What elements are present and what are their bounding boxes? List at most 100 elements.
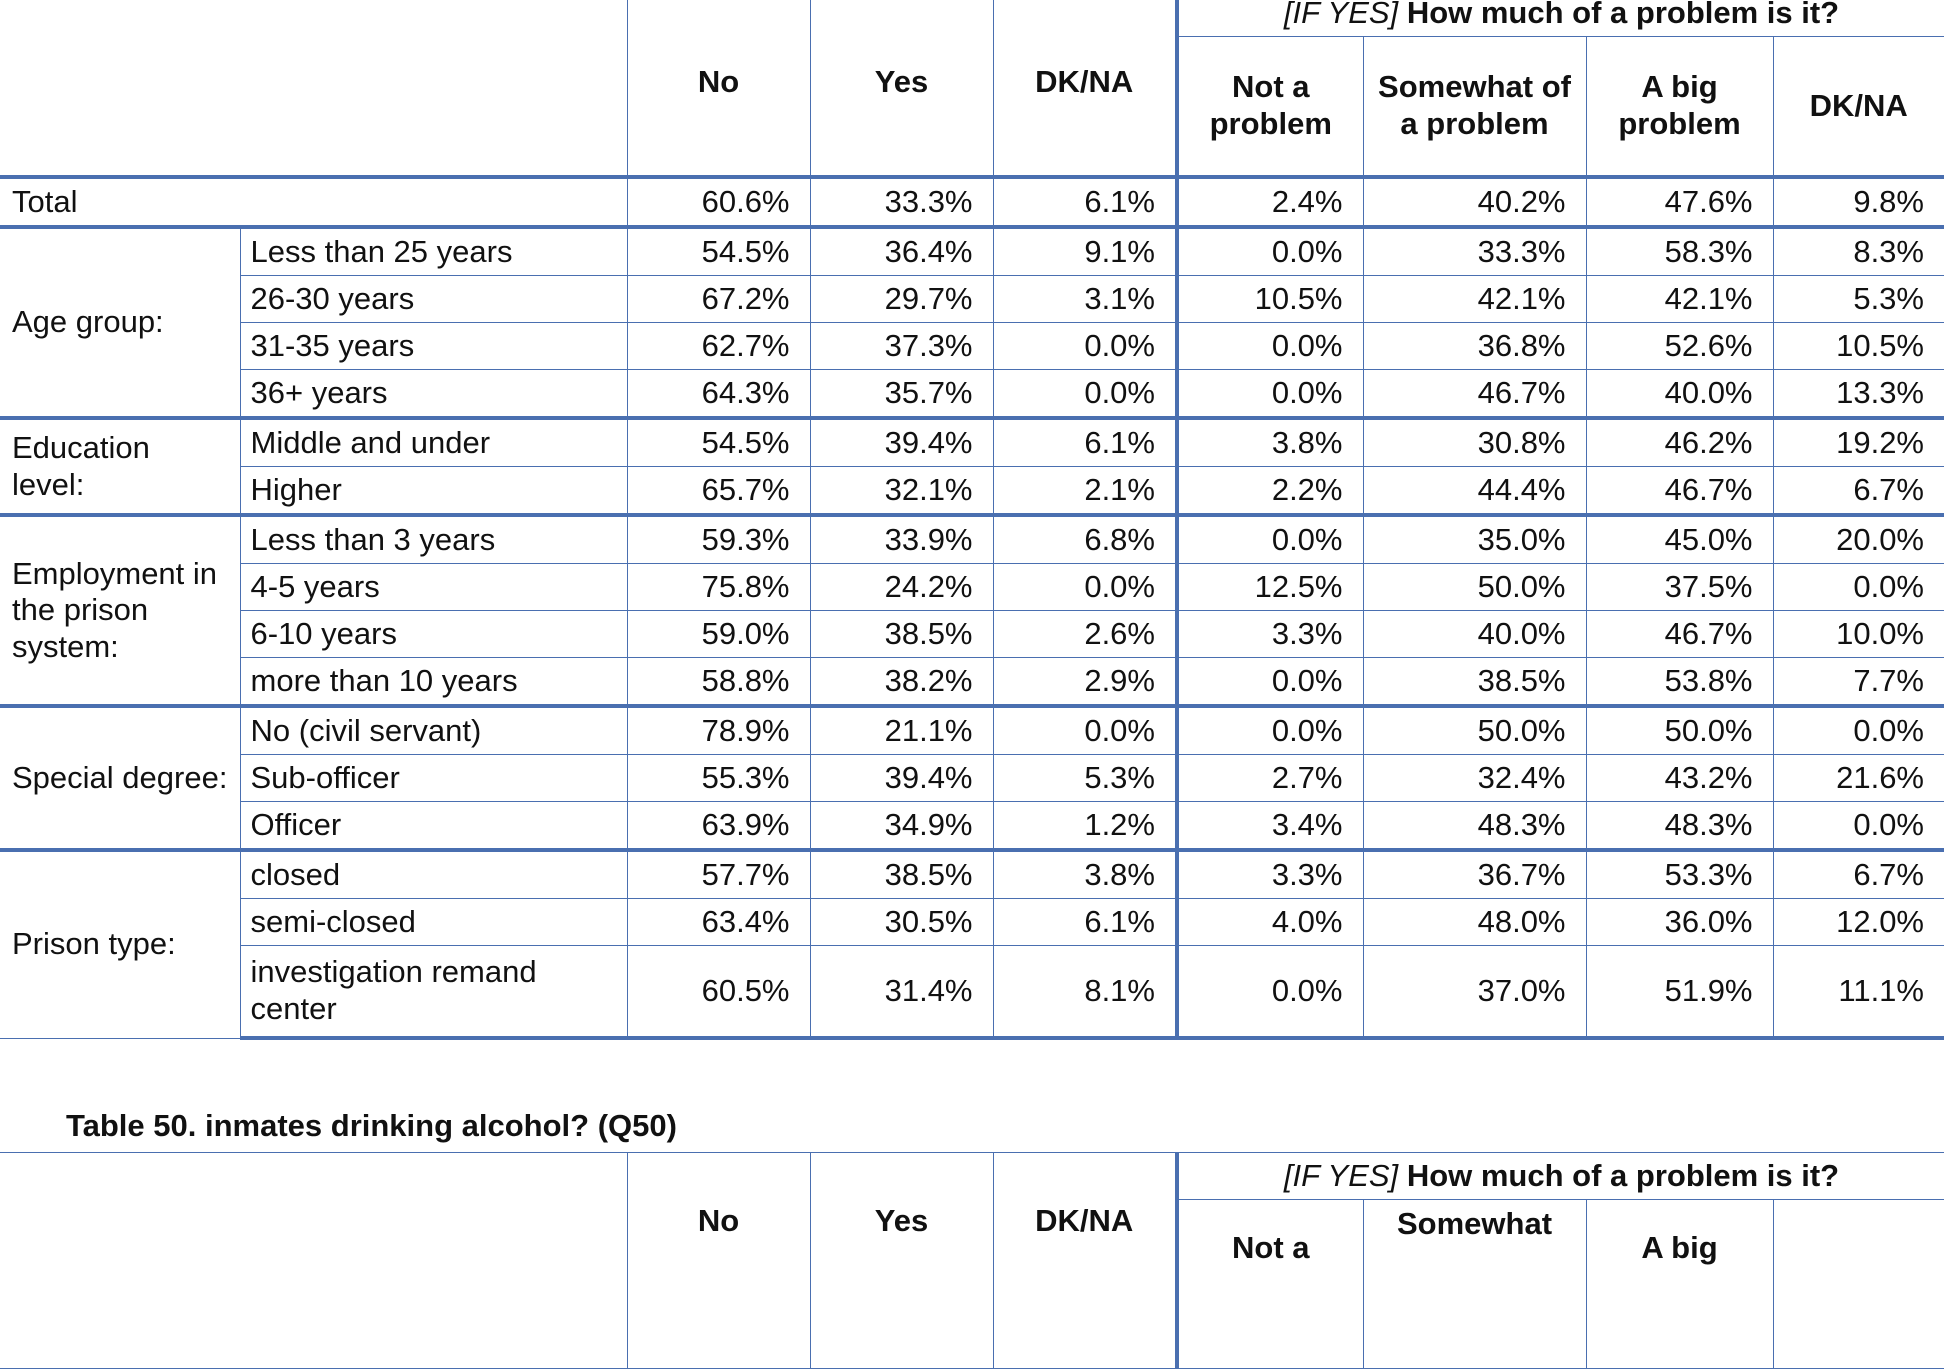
col-header-somewhat-problem: Somewhat of a problem — [1362, 36, 1587, 178]
col-header-not-a-problem: Not a — [1175, 1199, 1364, 1369]
value-cell: 0.0% — [992, 563, 1178, 611]
value-cell: 67.2% — [626, 275, 811, 323]
col-header-dkna: DK/NA — [992, 0, 1178, 178]
value-cell: 8.1% — [992, 945, 1178, 1040]
value-cell: 2.4% — [1175, 175, 1364, 228]
value-cell: 58.3% — [1585, 225, 1774, 276]
value-cell: 6.1% — [992, 898, 1178, 946]
table-row: 36+ years 64.3% 35.7% 0.0% 0.0% 46.7% 40.0% 13.… — [0, 369, 1944, 419]
value-cell: 12.5% — [1175, 563, 1364, 611]
value-cell: 39.4% — [809, 754, 994, 802]
value-cell: 21.6% — [1772, 754, 1944, 802]
value-cell: 40.0% — [1585, 369, 1774, 419]
value-cell: 0.0% — [1175, 225, 1364, 276]
value-cell: 0.0% — [992, 322, 1178, 370]
value-cell: 24.2% — [809, 563, 994, 611]
row-label: No (civil servant) — [239, 704, 628, 755]
value-cell: 6.1% — [992, 175, 1178, 228]
group-label: Education level: — [0, 416, 241, 516]
value-cell: 60.6% — [626, 175, 811, 228]
table-row: Higher 65.7% 32.1% 2.1% 2.2% 44.4% 46.7% 6.7% — [0, 466, 1944, 516]
table-50: No Yes DK/NA [IF YES] How much of a prob… — [0, 1152, 1944, 1369]
table-row: 4-5 years 75.8% 24.2% 0.0% 12.5% 50.0% 37.5% 0.… — [0, 563, 1944, 611]
value-cell: 48.3% — [1362, 801, 1587, 851]
value-cell: 37.5% — [1585, 563, 1774, 611]
value-cell: 0.0% — [1772, 801, 1944, 851]
row-label: 6-10 years — [239, 610, 628, 658]
row-label: Less than 25 years — [239, 225, 628, 276]
col-header-not-a-problem: Not a problem — [1175, 36, 1364, 178]
row-label: Higher — [239, 466, 628, 516]
group-label: Employment in the prison system: — [0, 513, 241, 707]
table-50-caption: Table 50. inmates drinking alcohol? (Q50… — [66, 1108, 677, 1143]
value-cell: 10.5% — [1175, 275, 1364, 323]
value-cell: 75.8% — [626, 563, 811, 611]
value-cell: 5.3% — [1772, 275, 1944, 323]
row-label: 36+ years — [239, 369, 628, 419]
col-header-dkna: DK/NA — [992, 1152, 1178, 1369]
question-header: [IF YES] How much of a problem is it? — [1175, 0, 1944, 37]
value-cell: 6.8% — [992, 513, 1178, 564]
value-cell: 78.9% — [626, 704, 811, 755]
table-row: Prison type: closed 57.7% 38.5% 3.8% 3.3% 36.7… — [0, 848, 1944, 1039]
row-label: closed — [239, 848, 628, 899]
value-cell: 3.4% — [1175, 801, 1364, 851]
value-cell: 10.5% — [1772, 322, 1944, 370]
value-cell: 38.2% — [809, 657, 994, 707]
question-header: [IF YES] How much of a problem is it? — [1175, 1152, 1944, 1200]
value-cell: 35.0% — [1362, 513, 1587, 564]
table-row: 26-30 years 67.2% 29.7% 3.1% 10.5% 42.1% 42.1%… — [0, 275, 1944, 323]
value-cell: 30.5% — [809, 898, 994, 946]
value-cell: 58.8% — [626, 657, 811, 707]
value-cell: 55.3% — [626, 754, 811, 802]
value-cell: 38.5% — [809, 610, 994, 658]
value-cell: 46.2% — [1585, 416, 1774, 467]
value-cell: 37.0% — [1362, 945, 1587, 1040]
value-cell: 0.0% — [1175, 322, 1364, 370]
value-cell: 0.0% — [992, 369, 1178, 419]
row-label: Less than 3 years — [239, 513, 628, 564]
value-cell: 59.3% — [626, 513, 811, 564]
question-prefix: [IF YES] — [1283, 0, 1399, 30]
value-cell: 36.0% — [1585, 898, 1774, 946]
value-cell: 64.3% — [626, 369, 811, 419]
value-cell: 36.4% — [809, 225, 994, 276]
value-cell: 45.0% — [1585, 513, 1774, 564]
value-cell: 32.1% — [809, 466, 994, 516]
value-cell: 52.6% — [1585, 322, 1774, 370]
value-cell: 20.0% — [1772, 513, 1944, 564]
value-cell: 46.7% — [1585, 610, 1774, 658]
value-cell: 0.0% — [1175, 513, 1364, 564]
value-cell: 63.4% — [626, 898, 811, 946]
value-cell: 42.1% — [1585, 275, 1774, 323]
col-header-big-problem: A big problem — [1585, 36, 1774, 178]
value-cell: 36.7% — [1362, 848, 1587, 899]
table-row: semi-closed 63.4% 30.5% 6.1% 4.0% 48.0% 36.0% 1… — [0, 898, 1944, 946]
value-cell: 42.1% — [1362, 275, 1587, 323]
value-cell: 0.0% — [1175, 369, 1364, 419]
value-cell: 65.7% — [626, 466, 811, 516]
value-cell: 4.0% — [1175, 898, 1364, 946]
value-cell: 1.2% — [992, 801, 1178, 851]
value-cell: 5.3% — [992, 754, 1178, 802]
value-cell: 38.5% — [1362, 657, 1587, 707]
value-cell: 3.1% — [992, 275, 1178, 323]
row-label: 31-35 years — [239, 322, 628, 370]
value-cell: 2.6% — [992, 610, 1178, 658]
row-label: 26-30 years — [239, 275, 628, 323]
question-prefix: [IF YES] — [1283, 1157, 1399, 1193]
value-cell: 34.9% — [809, 801, 994, 851]
value-cell: 54.5% — [626, 416, 811, 467]
value-cell: 0.0% — [1175, 945, 1364, 1040]
table-row: investigation remand center 60.5% 31.4% 8.1… — [0, 945, 1944, 1040]
value-cell: 3.3% — [1175, 610, 1364, 658]
value-cell: 60.5% — [626, 945, 811, 1040]
value-cell: 10.0% — [1772, 610, 1944, 658]
value-cell: 40.0% — [1362, 610, 1587, 658]
value-cell: 44.4% — [1362, 466, 1587, 516]
value-cell: 2.9% — [992, 657, 1178, 707]
row-label: 4-5 years — [239, 563, 628, 611]
table-row: Officer 63.9% 34.9% 1.2% 3.4% 48.3% 48.3% 0.0% — [0, 801, 1944, 851]
value-cell: 3.8% — [992, 848, 1178, 899]
value-cell: 3.3% — [1175, 848, 1364, 899]
